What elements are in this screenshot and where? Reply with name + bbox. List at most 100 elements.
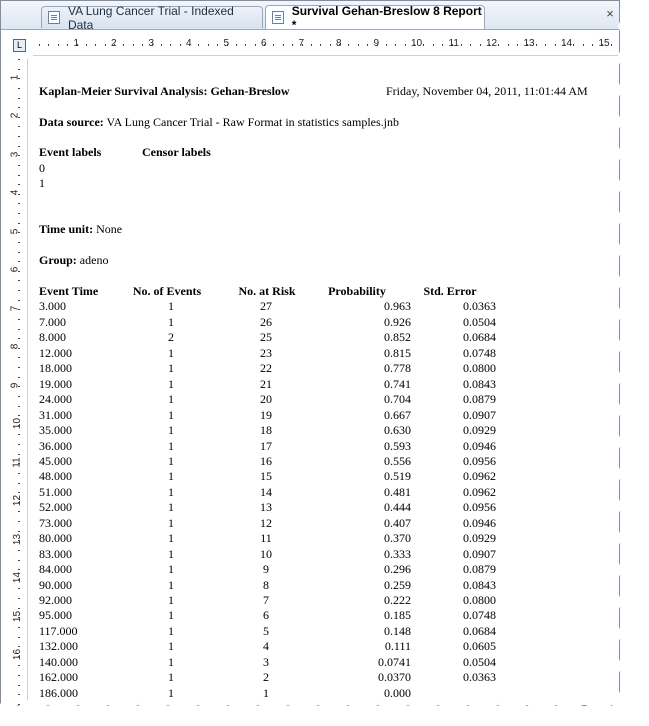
table-cell: 1 [263, 685, 269, 700]
ruler-tick [18, 377, 20, 378]
ruler-tick [489, 44, 490, 46]
table-cell: 0.0946 [463, 438, 496, 453]
table-cell: 0.0800 [463, 361, 496, 376]
ruler-tick [18, 531, 20, 532]
table-cell: 1 [168, 670, 174, 685]
table-cell: 0.556 [384, 453, 411, 468]
ruler-tick [18, 646, 20, 647]
ruler-tick [18, 155, 20, 156]
table-cell: 92.000 [39, 593, 72, 607]
ruler-tick [18, 406, 20, 407]
ruler-tick [18, 550, 20, 551]
ruler-tick [18, 396, 20, 397]
table-cell: 22 [260, 361, 272, 376]
ruler-tick [405, 44, 406, 46]
table-cell: 9 [263, 562, 269, 577]
ruler-tick [377, 44, 378, 46]
group: Group: adeno [39, 253, 109, 267]
table-cell: 0.0907 [463, 546, 496, 561]
table-cell: 1 [168, 562, 174, 577]
table-cell: 0.0363 [463, 299, 496, 314]
table-cell: 0.593 [384, 438, 411, 453]
table-cell: 0.0843 [463, 577, 496, 592]
table-cell: 11 [260, 531, 272, 546]
ruler-tick [18, 203, 20, 204]
table-cell: 84.000 [39, 562, 72, 577]
ruler-tick [142, 44, 143, 46]
table-cell: 19.000 [39, 376, 72, 391]
table-cell: 0.407 [384, 515, 411, 530]
table-cell: 0.667 [384, 407, 411, 422]
table-cell: 0.0363 [463, 670, 496, 685]
table-cell: 1 [168, 423, 174, 438]
table-cell: 1 [168, 546, 174, 561]
ruler-tick [18, 685, 20, 686]
table-cell: 0.0907 [463, 407, 496, 422]
table-cell: 1 [168, 515, 174, 530]
ruler-tick [18, 588, 20, 589]
table-cell: 3.000 [39, 299, 66, 314]
table-cell: 0.0962 [463, 484, 496, 499]
ruler-tick [245, 44, 246, 46]
ruler-tick [18, 165, 20, 166]
table-cell: 0.963 [384, 299, 411, 314]
ruler-tick [18, 184, 20, 185]
table-cell: 20 [260, 392, 272, 407]
ruler-tick [152, 44, 153, 46]
ruler-tick [18, 146, 20, 147]
table-cell: 90.000 [39, 577, 72, 592]
ruler-tick [18, 242, 20, 243]
ruler-tick [18, 704, 20, 705]
table-cell: 12.000 [39, 345, 72, 360]
table-cell: 35.000 [39, 423, 72, 438]
ruler-tick [18, 434, 20, 435]
table-cell: 0.222 [384, 593, 411, 607]
table-cell: 0.926 [384, 314, 411, 329]
table-cell: 3 [263, 654, 269, 669]
table-cell: 1 [168, 438, 174, 453]
ruler-tick [555, 44, 556, 46]
ruler-tick [18, 521, 20, 522]
vertical-ruler[interactable]: 1 2 3 4 5 6 7 8 9 10 11 12 13 14 15 16 [9, 59, 28, 705]
ruler-tick [18, 194, 20, 195]
table-cell: 0.704 [384, 392, 411, 407]
tab-label: VA Lung Cancer Trial - Indexed Data [67, 3, 234, 32]
ruler-tick [39, 44, 40, 46]
ruler-tick [470, 44, 471, 46]
ruler-tick [18, 608, 20, 609]
ruler-mark: 12 [12, 494, 24, 507]
ruler-tick [18, 540, 20, 541]
table-cell: 1 [168, 593, 174, 607]
ruler-mark: 11 [448, 38, 459, 49]
ruler-tick [536, 44, 537, 46]
table-cell: 83.000 [39, 546, 72, 561]
ruler-tick [18, 492, 20, 493]
table-cell: 73.000 [39, 515, 72, 530]
column-header: Std. Error [423, 284, 477, 298]
close-icon[interactable]: × [606, 6, 614, 21]
table-cell: 25 [260, 330, 272, 345]
ruler-tick [77, 44, 78, 46]
tab-indexed-data[interactable]: VA Lung Cancer Trial - Indexed Data [41, 4, 263, 32]
ruler-tick [18, 357, 20, 358]
table-cell: 80.000 [39, 531, 72, 546]
ruler-tick [18, 463, 20, 464]
table-cell: 1 [168, 577, 174, 592]
ruler-tick [123, 44, 124, 46]
ruler-tick [18, 386, 20, 387]
report-date: Friday, November 04, 2011, 11:01:44 AM [386, 84, 588, 98]
tab-survival-report[interactable]: Survival Gehan-Breslow 8 Report * [265, 4, 485, 32]
ruler-tick [545, 44, 546, 46]
ruler-mark: 13 [12, 533, 24, 545]
tab-stop-selector-icon[interactable]: L [13, 39, 26, 52]
table-cell: 1 [168, 531, 174, 546]
ruler-tick [18, 425, 20, 426]
ruler-tick [18, 98, 20, 99]
data-source: Data source: VA Lung Cancer Trial - Raw … [39, 115, 399, 129]
ruler-tick [18, 261, 20, 262]
table-cell: 0.0684 [463, 623, 496, 638]
table-cell: 23 [260, 345, 272, 360]
table-cell: 0.370 [384, 531, 411, 546]
ruler-tick [18, 88, 20, 89]
